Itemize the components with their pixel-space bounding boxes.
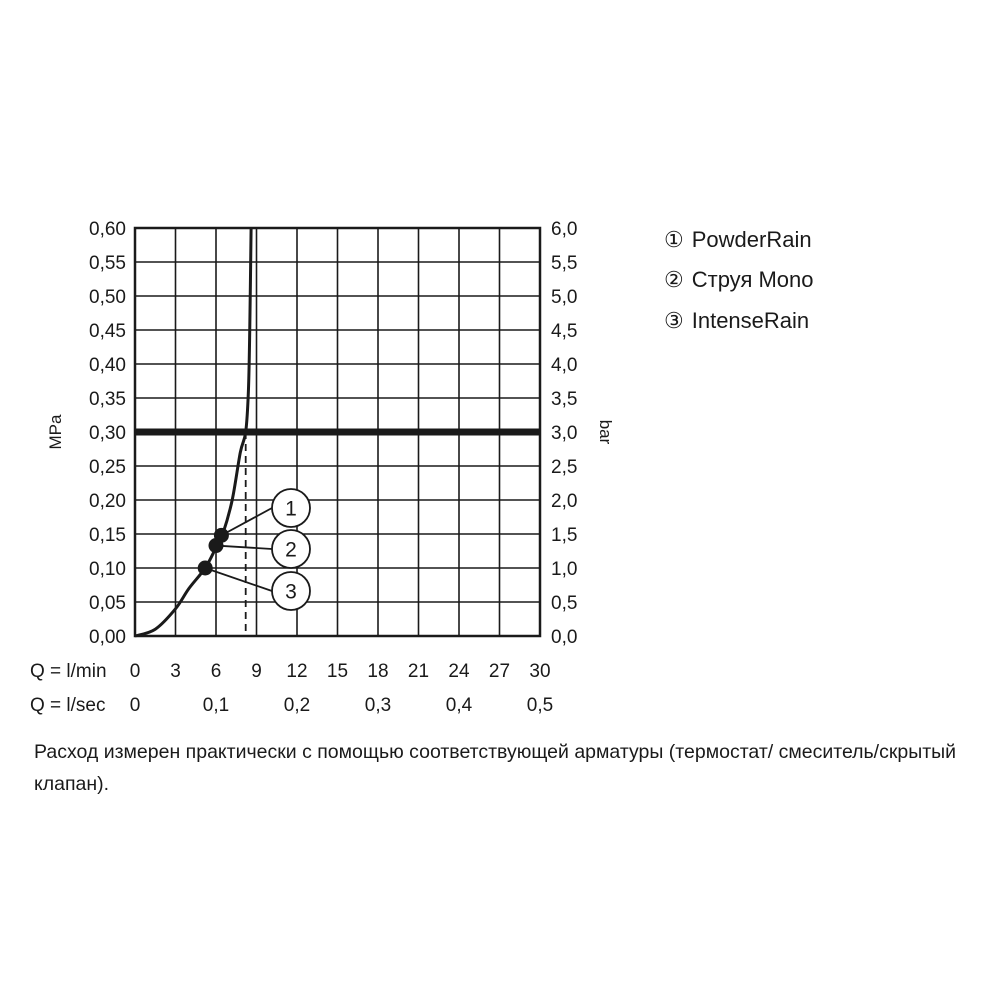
x-tick-lmin: 6 xyxy=(211,661,222,682)
x-tick-lmin: 18 xyxy=(367,661,388,682)
legend-num-1: ① xyxy=(664,227,684,252)
caption: Расход измерен практически с помощью соо… xyxy=(34,741,957,795)
x-tick-lmin: 9 xyxy=(251,661,262,682)
legend-item-3: ③ IntenseRain xyxy=(664,308,809,333)
x-tick-lmin: 30 xyxy=(529,661,550,682)
marker-label-2: 2 xyxy=(285,539,297,562)
x-ticks-lsec: 0 0,1 0,2 0,3 0,4 0,5 xyxy=(130,695,554,716)
y-tick-mpa: 0,20 xyxy=(89,491,126,512)
y-tick-mpa: 0,05 xyxy=(89,593,126,614)
y-tick-bar: 3,5 xyxy=(551,389,577,410)
y-axis-label-left: MPa xyxy=(46,414,65,450)
y-ticks-mpa: 0,00 0,05 0,10 0,15 0,20 0,25 0,30 0,35 0,40 0,45… xyxy=(89,219,126,648)
x-tick-lsec: 0,2 xyxy=(284,695,310,716)
marker-callout-3 xyxy=(271,571,311,611)
x-tick-lsec: 0,5 xyxy=(527,695,553,716)
y-tick-bar: 2,0 xyxy=(551,491,577,512)
marker-callout-1 xyxy=(271,488,311,528)
y-tick-bar: 6,0 xyxy=(551,219,577,240)
x-tick-lmin: 3 xyxy=(170,661,181,682)
y-tick-mpa: 0,40 xyxy=(89,355,126,376)
y-tick-bar: 0,0 xyxy=(551,627,577,648)
x-tick-lmin: 12 xyxy=(286,661,307,682)
legend-num-2: ② xyxy=(664,267,684,292)
y-tick-mpa: 0,55 xyxy=(89,253,126,274)
legend: ① PowderRain ② Струя Mono ③ IntenseRain xyxy=(664,227,814,333)
legend-name-1: PowderRain xyxy=(692,227,812,252)
legend-num-3: ③ xyxy=(664,308,684,333)
marker-leader-2 xyxy=(215,544,273,550)
y-tick-bar: 5,5 xyxy=(551,253,577,274)
markers: 1 2 3 xyxy=(197,488,311,611)
x-tick-lmin: 27 xyxy=(489,661,510,682)
x-tick-lsec: 0 xyxy=(130,695,141,716)
y-axis-label-right: bar xyxy=(596,420,615,445)
y-tick-bar: 1,5 xyxy=(551,525,577,546)
y-tick-bar: 5,0 xyxy=(551,287,577,308)
y-tick-mpa: 0,35 xyxy=(89,389,126,410)
x-tick-lsec: 0,4 xyxy=(446,695,473,716)
legend-item-1: ① PowderRain xyxy=(664,227,812,252)
x-ticks-lmin: 0 3 6 9 12 15 18 21 24 27 30 xyxy=(130,661,551,682)
y-tick-mpa: 0,60 xyxy=(89,219,126,240)
x-axis-label-lsec: Q = l/sec xyxy=(30,695,106,716)
marker-leader-3 xyxy=(204,567,273,592)
y-tick-mpa: 0,30 xyxy=(89,423,126,444)
y-tick-bar: 2,5 xyxy=(551,457,577,478)
legend-name-3: IntenseRain xyxy=(692,308,809,333)
x-tick-lmin: 21 xyxy=(408,661,429,682)
y-tick-mpa: 0,45 xyxy=(89,321,126,342)
x-tick-lmin: 15 xyxy=(327,661,348,682)
y-tick-mpa: 0,25 xyxy=(89,457,126,478)
y-tick-bar: 1,0 xyxy=(551,559,577,580)
marker-leader-1 xyxy=(220,507,273,537)
marker-label-1: 1 xyxy=(285,498,297,521)
y-tick-bar: 0,5 xyxy=(551,593,577,614)
marker-callout-2 xyxy=(271,529,311,569)
marker-point-3 xyxy=(197,560,213,576)
x-axis-label-lmin: Q = l/min xyxy=(30,661,107,682)
y-tick-mpa: 0,10 xyxy=(89,559,126,580)
y-ticks-bar: 0,0 0,5 1,0 1,5 2,0 2,5 3,0 3,5 4,0 4,5 5,0 5,5 6,0 xyxy=(551,219,577,648)
y-tick-bar: 3,0 xyxy=(551,423,577,444)
y-tick-mpa: 0,15 xyxy=(89,525,126,546)
y-tick-bar: 4,5 xyxy=(551,321,577,342)
x-tick-lsec: 0,3 xyxy=(365,695,391,716)
legend-name-2: Струя Mono xyxy=(692,267,814,292)
y-tick-mpa: 0,50 xyxy=(89,287,126,308)
marker-point-2 xyxy=(208,538,224,554)
y-tick-bar: 4,0 xyxy=(551,355,577,376)
x-tick-lmin: 24 xyxy=(448,661,470,682)
marker-label-3: 3 xyxy=(285,581,297,604)
legend-item-2: ② Струя Mono xyxy=(664,267,814,292)
y-tick-mpa: 0,00 xyxy=(89,627,126,648)
x-tick-lmin: 0 xyxy=(130,661,141,682)
x-tick-lsec: 0,1 xyxy=(203,695,229,716)
